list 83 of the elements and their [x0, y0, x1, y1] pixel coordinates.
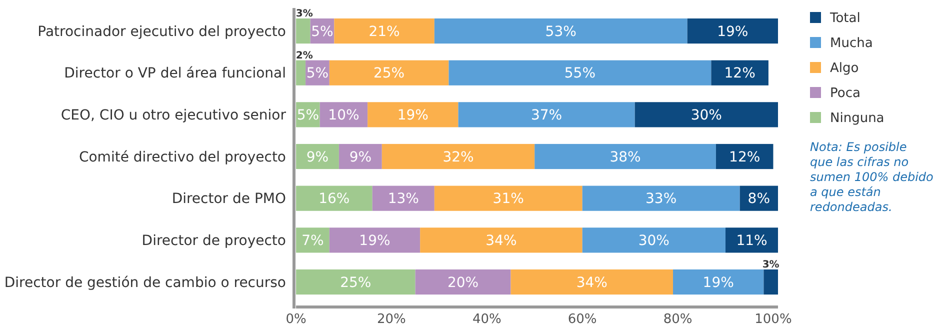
- bar: [448, 60, 712, 86]
- data-label: 13%: [388, 191, 419, 208]
- data-label: 34%: [486, 233, 517, 250]
- legend-label: Algo: [830, 61, 859, 76]
- bar: [582, 186, 740, 211]
- bar: [420, 228, 582, 253]
- data-label: 16%: [318, 191, 350, 208]
- y-tick-label: Director o VP del área funcional: [64, 66, 286, 82]
- x-tick-label: 40%: [472, 312, 502, 327]
- bar: [764, 269, 778, 295]
- bar: [415, 269, 511, 295]
- data-label: 33%: [646, 191, 677, 208]
- bar: [634, 102, 778, 128]
- x-tick-label: 80%: [663, 312, 692, 327]
- data-label: 55%: [564, 66, 596, 82]
- bar: [296, 186, 372, 211]
- data-label: 30%: [638, 233, 670, 250]
- data-label: 12%: [729, 149, 760, 166]
- y-tick-label: Director de gestión de cambio o recurso: [4, 274, 286, 291]
- data-label: 53%: [545, 24, 576, 40]
- legend-label: Total: [829, 11, 860, 26]
- data-label: 25%: [340, 274, 372, 291]
- bar: [726, 228, 778, 253]
- data-label: 34%: [576, 274, 608, 291]
- bar: [434, 18, 688, 44]
- data-label: 3%: [762, 259, 780, 270]
- bar: [296, 269, 416, 295]
- data-label: 31%: [492, 191, 524, 208]
- text: Nota: Es posible que las cifras no sumen 100% debido a que están redondeadas.: [810, 140, 934, 214]
- data-label: 19%: [397, 108, 428, 124]
- y-tick-label: Patrocinador ejecutivo del proyecto: [38, 24, 286, 40]
- x-tick-label: 20%: [376, 312, 406, 327]
- x-tick-label: 100%: [754, 312, 792, 327]
- data-label: 7%: [302, 233, 324, 250]
- bar: [534, 144, 716, 170]
- y-tick-label: Comité directivo del proyecto: [78, 149, 286, 166]
- bar: [673, 269, 764, 295]
- bar: [382, 144, 535, 170]
- bar: [458, 102, 635, 128]
- bar: [372, 186, 434, 211]
- data-label: 8%: [748, 191, 770, 208]
- legend-label: Mucha: [830, 36, 873, 52]
- data-label: 19%: [702, 274, 734, 291]
- bar: [329, 228, 420, 253]
- data-label: 5%: [311, 24, 334, 40]
- bar: [296, 144, 339, 170]
- legend-label: Poca: [830, 86, 860, 102]
- data-label: 5%: [296, 108, 320, 124]
- data-label: 11%: [736, 233, 768, 250]
- data-label: 3%: [296, 8, 313, 20]
- x-tick-label: 60%: [568, 312, 597, 327]
- bar: [334, 18, 434, 44]
- data-label: 25%: [373, 66, 405, 82]
- data-label: 19%: [359, 233, 390, 250]
- data-label: 20%: [447, 274, 479, 291]
- y-tick-label: Director de PMO: [172, 191, 286, 208]
- bar: [296, 60, 306, 86]
- data-label: 37%: [530, 108, 562, 124]
- data-label: 19%: [717, 24, 748, 40]
- data-label: 9%: [349, 149, 372, 166]
- bar: [329, 60, 449, 86]
- data-label: 32%: [442, 149, 474, 166]
- y-tick-label: Director de proyecto: [142, 233, 286, 250]
- legend-label: Ninguna: [830, 111, 884, 126]
- data-label: 30%: [690, 108, 722, 124]
- bar: [582, 228, 726, 253]
- y-tick-label: CEO, CIO u otro ejecutivo senior: [60, 108, 286, 124]
- data-label: 5%: [306, 66, 329, 82]
- bar: [434, 186, 582, 211]
- bar: [687, 18, 778, 44]
- bar: [510, 269, 674, 295]
- data-label: 2%: [296, 50, 313, 62]
- bar: [338, 144, 382, 170]
- bar: [296, 18, 310, 44]
- data-label: 10%: [328, 108, 360, 124]
- x-tick-label: 0%: [286, 312, 306, 327]
- bar: [716, 144, 774, 170]
- data-label: 21%: [368, 24, 400, 40]
- data-label: 38%: [610, 149, 641, 166]
- data-label: 9%: [306, 149, 329, 166]
- data-label: 12%: [724, 66, 756, 82]
- bar: [368, 102, 458, 128]
- bar: [711, 60, 768, 86]
